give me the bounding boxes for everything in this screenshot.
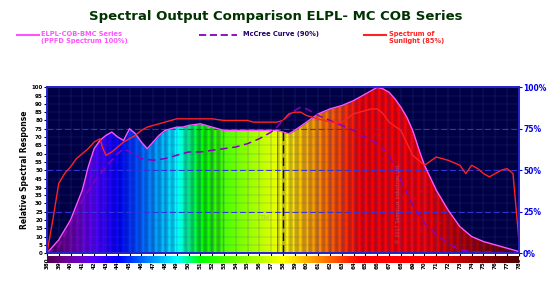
Text: ELPL-COB-BMC Series
(PPFD Spectrum 100%): ELPL-COB-BMC Series (PPFD Spectrum 100%) <box>41 31 128 44</box>
Y-axis label: Relative Spectral Response: Relative Spectral Response <box>20 111 29 230</box>
Text: Spectrum of
Sunlight (85%): Spectrum of Sunlight (85%) <box>389 31 444 44</box>
Text: McCree Curve (90%): McCree Curve (90%) <box>243 31 319 37</box>
Text: TM: TM <box>259 215 269 221</box>
Text: © 2017 SamoLux Industries Ltd.: © 2017 SamoLux Industries Ltd. <box>396 164 401 243</box>
Text: Spectral Output Comparison ELPL- MC COB Series: Spectral Output Comparison ELPL- MC COB … <box>89 10 463 23</box>
